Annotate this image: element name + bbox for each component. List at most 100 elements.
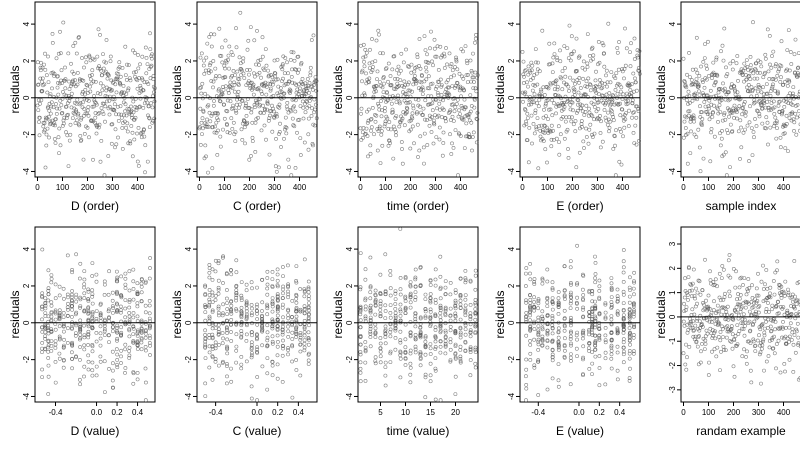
data-point (775, 89, 780, 94)
data-point (453, 65, 457, 69)
data-point (615, 331, 620, 336)
data-point (82, 333, 87, 338)
data-point (788, 50, 793, 54)
data-point (92, 98, 97, 103)
data-point (433, 283, 438, 288)
data-point (563, 348, 567, 353)
y-tick-label: 2 (184, 283, 193, 288)
data-point (575, 69, 579, 73)
data-point (131, 48, 135, 53)
data-point (62, 115, 67, 120)
data-point (44, 117, 48, 122)
data-point (102, 329, 107, 334)
data-point (386, 61, 391, 66)
data-point (363, 267, 368, 272)
data-point (297, 117, 302, 122)
data-point (742, 100, 747, 104)
data-point (54, 102, 58, 106)
scatter-points (35, 20, 157, 178)
data-point (472, 80, 476, 84)
data-point (55, 74, 60, 79)
data-point (383, 327, 388, 332)
data-point (423, 339, 428, 344)
data-point (432, 122, 437, 127)
data-point (115, 338, 119, 343)
data-point (428, 307, 433, 312)
data-point (281, 291, 285, 296)
data-point (590, 327, 594, 332)
data-point (97, 111, 102, 115)
data-point (58, 143, 63, 148)
data-point (290, 344, 295, 349)
data-point (627, 326, 632, 330)
data-point (719, 349, 723, 354)
data-point (704, 77, 709, 82)
data-point (278, 121, 282, 126)
data-point (280, 379, 285, 384)
data-point (692, 294, 697, 298)
data-point (216, 330, 221, 334)
data-point (622, 349, 626, 354)
data-point (110, 349, 115, 354)
data-point (540, 327, 545, 332)
data-point (593, 333, 598, 338)
data-point (207, 270, 212, 275)
data-point (751, 71, 756, 76)
data-point (763, 70, 767, 75)
data-point (433, 335, 438, 339)
data-point (294, 94, 299, 99)
data-point (275, 306, 280, 311)
data-point (78, 101, 83, 105)
data-point (772, 105, 777, 110)
data-point (202, 58, 206, 63)
data-point (688, 119, 693, 124)
data-point (46, 349, 51, 354)
data-point (621, 248, 626, 252)
data-point (111, 368, 115, 373)
data-point (449, 62, 454, 66)
data-point (298, 337, 303, 342)
data-point (70, 292, 74, 297)
data-point (90, 342, 95, 347)
data-point (751, 20, 755, 25)
data-point (767, 345, 772, 350)
data-point (358, 360, 363, 365)
data-point (143, 170, 147, 175)
x-tick-label: 300 (752, 183, 766, 192)
data-point (49, 348, 54, 353)
data-point (587, 349, 592, 353)
data-point (686, 275, 691, 280)
data-point (389, 101, 394, 106)
data-point (298, 287, 303, 291)
data-point (115, 308, 120, 313)
data-point (729, 326, 734, 331)
data-point (398, 313, 403, 318)
data-point (370, 60, 375, 65)
data-point (399, 140, 404, 144)
data-point (445, 62, 449, 67)
data-point (712, 103, 716, 108)
data-point (603, 325, 608, 330)
data-point (406, 64, 410, 69)
data-point (738, 292, 743, 297)
data-point (741, 301, 746, 306)
data-point (68, 122, 73, 127)
data-point (575, 295, 580, 300)
data-point (627, 351, 632, 356)
data-point (711, 333, 715, 338)
data-point (438, 350, 443, 355)
data-point (267, 116, 272, 121)
data-point (408, 365, 413, 370)
data-point (637, 49, 642, 54)
data-point (760, 343, 765, 348)
data-point (447, 51, 452, 56)
data-point (225, 374, 229, 379)
data-point (418, 350, 423, 355)
data-point (708, 112, 712, 117)
data-point (769, 65, 774, 70)
data-point (207, 35, 212, 39)
data-point (397, 101, 402, 106)
data-point (691, 328, 696, 333)
data-point (405, 82, 410, 87)
data-point (306, 147, 311, 152)
